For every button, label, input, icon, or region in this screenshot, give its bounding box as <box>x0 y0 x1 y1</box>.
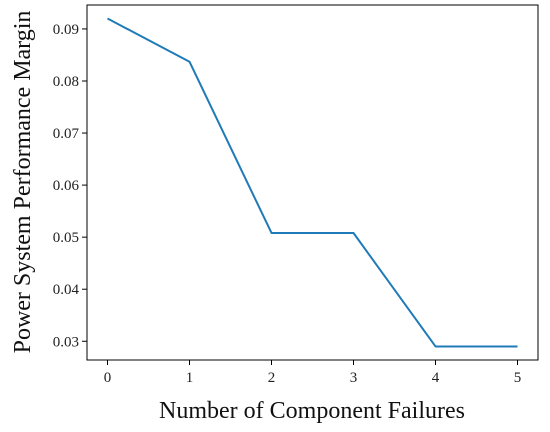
x-tick-label: 1 <box>186 370 194 386</box>
x-tick-label: 0 <box>104 370 112 386</box>
x-axis-title: Number of Component Failures <box>159 398 465 424</box>
y-tick-label: 0.07 <box>53 126 80 142</box>
series-layer <box>107 17 518 348</box>
x-tick-label: 2 <box>268 370 276 386</box>
x-tick-label: 3 <box>350 370 358 386</box>
x-tick-label: 4 <box>432 370 440 386</box>
y-axis-ticks: 0.03 0.04 0.05 0.06 0.07 0.08 0.09 <box>53 22 87 350</box>
y-tick-label: 0.04 <box>53 282 80 298</box>
x-tick-label: 5 <box>514 370 522 386</box>
x-axis-ticks: 0 1 2 3 4 5 <box>104 360 522 386</box>
y-tick-label: 0.09 <box>53 22 79 38</box>
plot-frame <box>86 4 539 361</box>
series-line <box>107 17 518 348</box>
y-tick-label: 0.05 <box>53 230 79 246</box>
y-tick-label: 0.03 <box>53 334 79 350</box>
y-tick-label: 0.06 <box>53 178 80 194</box>
y-axis-title: Power System Performance Margin <box>10 11 36 354</box>
y-tick-label: 0.08 <box>53 74 79 90</box>
